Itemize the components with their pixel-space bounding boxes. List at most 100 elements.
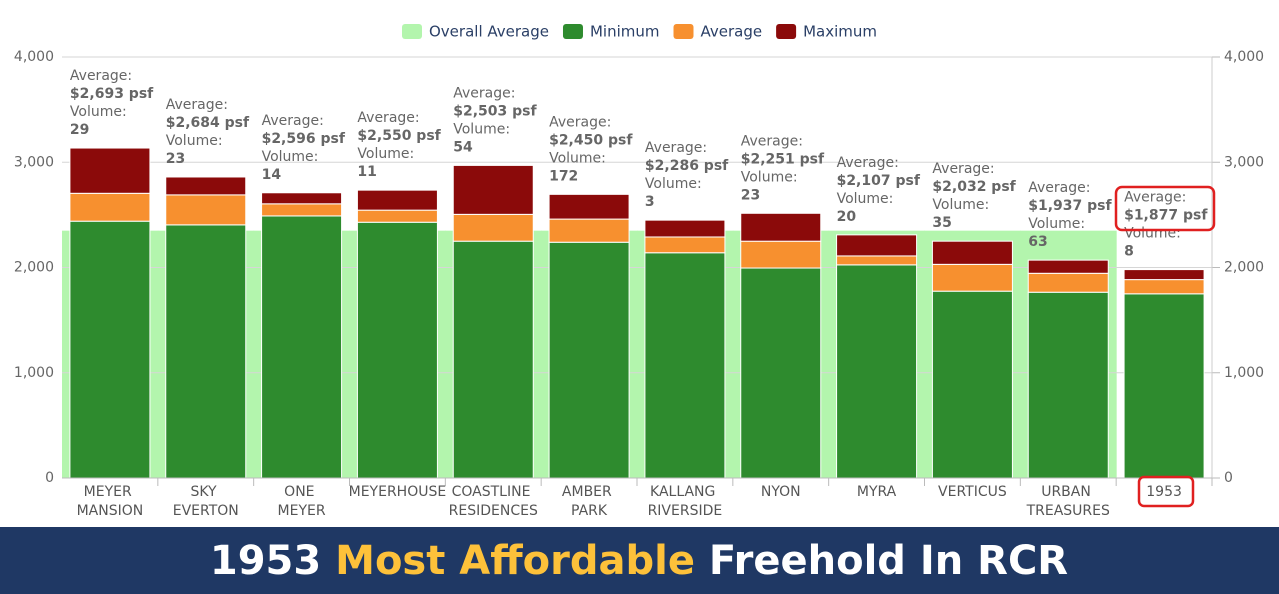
x-tick-label: MEYER MANSION	[77, 484, 144, 519]
bar-segment	[1027, 291, 1109, 479]
annotation-volume: 63	[1028, 234, 1047, 250]
bar-segment	[69, 147, 151, 194]
legend-label: Minimum	[590, 23, 660, 41]
annotation-label: Average:	[453, 85, 515, 101]
legend: Overall Average Minimum Average Maximum	[402, 23, 877, 41]
x-tick-label: 1953	[1146, 484, 1182, 500]
annotation-volume: 23	[741, 187, 760, 203]
bar-segment	[1123, 269, 1205, 281]
x-tick-label: VERTICUS	[938, 484, 1007, 500]
y2-tick-label: 3,000	[1224, 154, 1264, 170]
bar-segment	[931, 290, 1013, 479]
bar-segment	[836, 255, 918, 266]
annotation-label: Volume:	[70, 104, 127, 120]
y-tick-label: 2,000	[14, 260, 54, 276]
x-tick-label: MYRA	[857, 484, 897, 500]
annotation-average: $2,693 psf	[70, 86, 154, 102]
annotation-average: $2,450 psf	[549, 132, 633, 148]
annotation-volume: 54	[453, 139, 473, 155]
x-tick-label: AMBER PARK	[562, 484, 616, 519]
bar-segment	[69, 220, 151, 479]
annotation-label: Volume:	[453, 121, 510, 137]
bar-segment	[165, 194, 247, 226]
bar-segment	[261, 203, 343, 217]
annotation-volume: 11	[357, 164, 376, 180]
annotation-label: Average:	[1028, 180, 1090, 196]
banner-part: Most Affordable	[335, 538, 695, 584]
bar-segment	[261, 192, 343, 205]
annotation-label: Average:	[166, 97, 228, 113]
bar-segment	[1123, 293, 1205, 479]
annotation-volume: 29	[70, 122, 89, 138]
banner-title: 1953 Most Affordable Freehold In RCR	[210, 538, 1068, 584]
legend-swatch	[402, 24, 422, 39]
bar-segment	[740, 212, 822, 242]
y2-tick-label: 2,000	[1224, 260, 1264, 276]
x-tick-label: KALLANG RIVERSIDE	[648, 484, 723, 519]
bar-segment	[356, 221, 438, 479]
annotation-label: Average:	[357, 110, 419, 126]
annotation-volume: 20	[837, 209, 857, 225]
bar-segment	[644, 236, 726, 254]
bar-segment	[644, 219, 726, 238]
annotation-average: $1,877 psf	[1124, 208, 1208, 224]
annotation-average: $2,032 psf	[932, 179, 1016, 195]
bar-segment	[1123, 279, 1205, 295]
bar-segment	[356, 209, 438, 223]
annotation-label: Average:	[262, 113, 324, 129]
banner-background	[0, 527, 1279, 594]
bar-segment	[452, 240, 534, 479]
banner-part: 1953	[210, 538, 321, 584]
x-tick-label: MEYERHOUSE	[349, 484, 447, 500]
legend-label: Overall Average	[429, 23, 549, 41]
bar-segment	[931, 263, 1013, 292]
annotation-label: Volume:	[166, 133, 223, 149]
bar-segment	[261, 215, 343, 479]
highlight-box	[1137, 475, 1195, 508]
annotation-label: Average:	[645, 140, 707, 156]
y-tick-label: 3,000	[14, 154, 54, 170]
annotation-average: $2,550 psf	[357, 128, 441, 144]
plot-area: 0 1,000 2,000 3,000 4,000 0 1,000 2,000 3,000 4,0…	[14, 23, 1264, 520]
x-tick-label: ONE MEYER	[278, 484, 326, 519]
annotation-label: Volume:	[932, 197, 989, 213]
bar-segment	[740, 267, 822, 479]
annotation-label: Average:	[1124, 190, 1186, 206]
x-tick-label: SKY EVERTON	[173, 484, 239, 519]
annotation-label: Average:	[70, 68, 132, 84]
annotation-volume: 172	[549, 168, 578, 184]
annotation-label: Volume:	[741, 169, 798, 185]
x-tick-label: NYON	[761, 484, 801, 500]
annotation-label: Volume:	[262, 149, 319, 165]
y2-tick-label: 4,000	[1224, 49, 1264, 65]
bar-segment	[644, 252, 726, 479]
annotation-volume: 35	[932, 215, 951, 231]
legend-label: Maximum	[803, 23, 877, 41]
annotation-volume: 14	[262, 167, 282, 183]
bar-segment	[165, 224, 247, 479]
y2-tick-label: 0	[1224, 470, 1233, 486]
annotation-average: $2,286 psf	[645, 158, 729, 174]
annotation-label: Average:	[549, 114, 611, 130]
annotation-average: $2,251 psf	[741, 151, 825, 167]
annotation-label: Average:	[932, 161, 994, 177]
annotation-label: Volume:	[837, 191, 894, 207]
legend-label: Average	[701, 23, 763, 41]
legend-swatch	[562, 24, 583, 39]
y2-tick-label: 1,000	[1224, 365, 1264, 381]
annotation-average: $2,596 psf	[262, 131, 346, 147]
legend-swatch	[776, 24, 797, 39]
annotation-label: Average:	[741, 133, 803, 149]
bar-segment	[452, 164, 534, 215]
annotation-label: Volume:	[1028, 216, 1085, 232]
annotation-average: $1,937 psf	[1028, 198, 1112, 214]
annotation-average: $2,684 psf	[166, 115, 250, 131]
y-tick-label: 0	[45, 470, 54, 486]
annotation-label: Volume:	[1124, 226, 1181, 242]
annotation-average: $2,503 psf	[453, 103, 537, 119]
x-tick-label: URBAN TREASURES	[1026, 484, 1110, 519]
annotation-label: Volume:	[357, 146, 414, 162]
bar-segment	[1027, 259, 1109, 274]
annotation-volume: 3	[645, 194, 655, 210]
bar-segment	[931, 240, 1013, 265]
